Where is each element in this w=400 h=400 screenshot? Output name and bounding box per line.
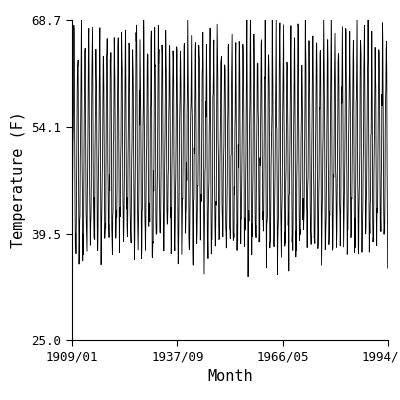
X-axis label: Month: Month: [207, 369, 253, 384]
Y-axis label: Temperature (F): Temperature (F): [11, 112, 26, 248]
